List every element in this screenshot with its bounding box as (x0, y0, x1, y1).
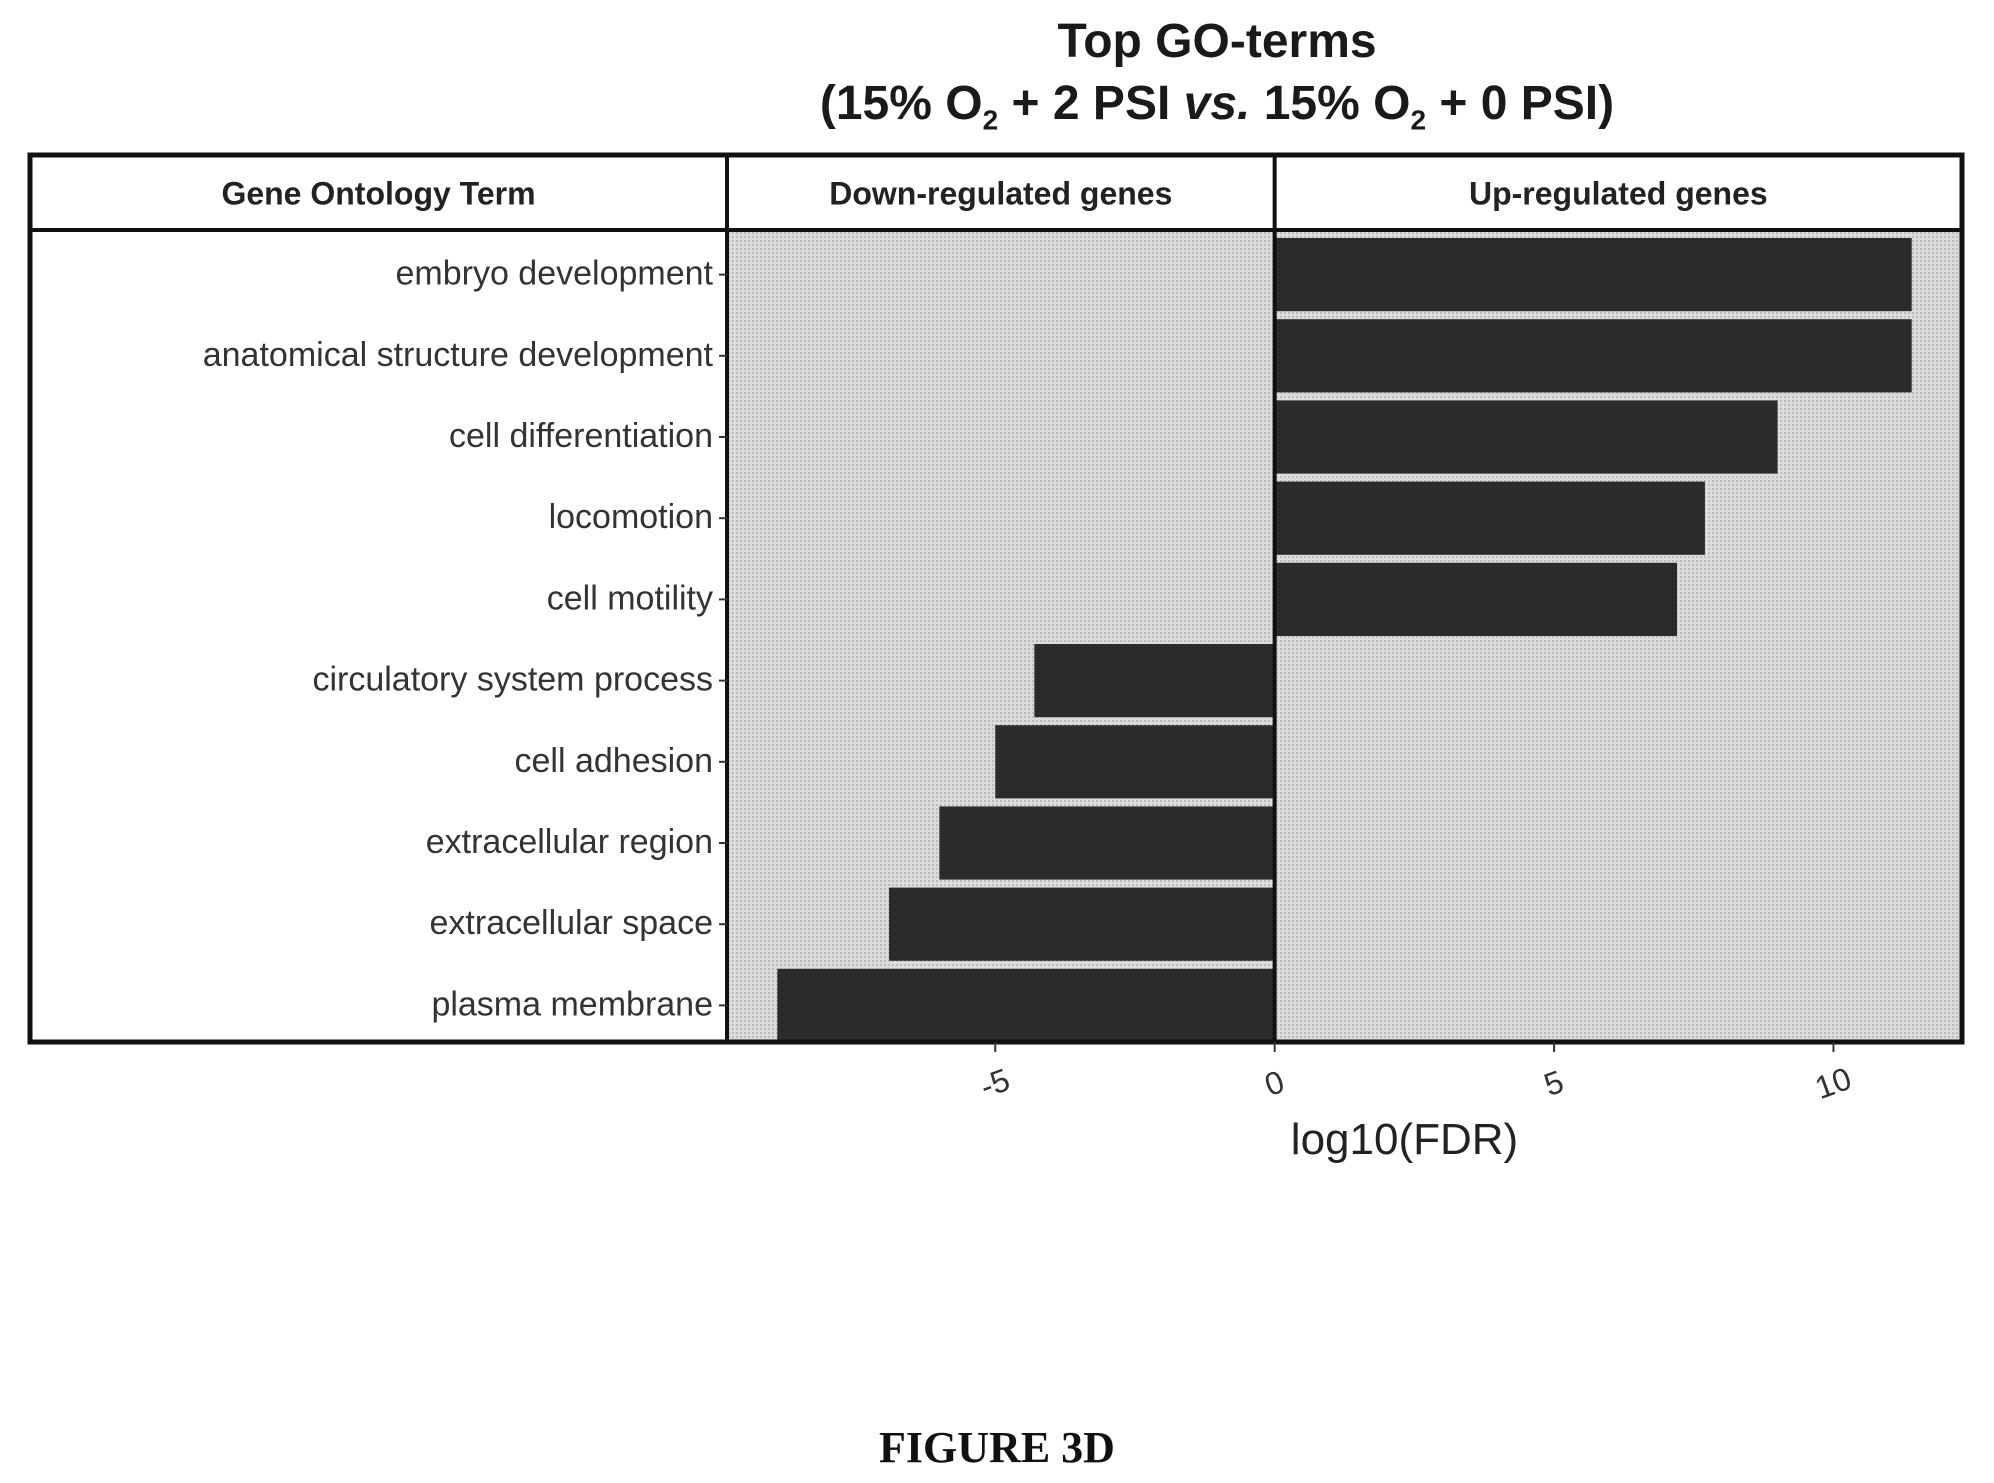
bar-down (995, 725, 1275, 799)
category-label: anatomical structure development (203, 336, 714, 374)
title-vs: vs. (1183, 77, 1251, 130)
category-label: cell adhesion (515, 742, 713, 780)
bar-up (1274, 238, 1912, 312)
bar-down (939, 806, 1275, 880)
bar-up (1274, 481, 1705, 555)
category-label: cell motility (547, 579, 713, 617)
category-label: extracellular region (426, 823, 713, 861)
category-label: plasma membrane (431, 985, 713, 1023)
bar-down (777, 968, 1275, 1042)
category-label: locomotion (549, 498, 713, 536)
column-header: Up-regulated genes (1469, 176, 1768, 212)
x-axis-label: log10(FDR) (1291, 1115, 1518, 1164)
title-part-a: (15% O (819, 77, 983, 130)
x-axis: -5 0 5 10 log10(FDR) (975, 1042, 1856, 1164)
bar-down (889, 887, 1275, 961)
column-header: Gene Ontology Term (221, 176, 535, 212)
x-tick-label: 0 (1260, 1063, 1289, 1103)
title-part-b: + 2 PSI (998, 77, 1184, 130)
go-terms-bar-chart: Gene Ontology Term Down-regulated genes Up… (27, 152, 1965, 1164)
column-headers: Gene Ontology Term Down-regulated genes Up… (221, 176, 1767, 212)
title-part-c: 15% O (1250, 77, 1411, 130)
bar-up (1274, 562, 1677, 636)
x-tick-label: -5 (975, 1061, 1014, 1105)
category-label: embryo development (395, 255, 713, 293)
bar-group (777, 238, 1912, 1042)
bar-up (1274, 319, 1912, 393)
bar-down (1034, 644, 1275, 718)
category-labels: embryo development anatomical structure d… (203, 255, 727, 1023)
chart-title-line2: (15% O2 + 2 PSI vs. 15% O2 + 0 PSI) (0, 76, 1994, 137)
category-label: extracellular space (430, 904, 713, 942)
title-part-d: + 0 PSI) (1426, 77, 1615, 130)
x-tick-label: 5 (1539, 1063, 1568, 1103)
title-subscript-2: 2 (1410, 104, 1427, 136)
title-subscript-1: 2 (982, 104, 999, 136)
figure-caption: FIGURE 3D (879, 1423, 1115, 1472)
category-label: cell differentiation (449, 417, 713, 455)
bar-up (1274, 400, 1778, 474)
x-tick-label: 10 (1810, 1060, 1856, 1106)
category-label: circulatory system process (312, 661, 713, 699)
chart-title-line1: Top GO-terms (1057, 15, 1377, 68)
column-header: Down-regulated genes (829, 176, 1172, 212)
